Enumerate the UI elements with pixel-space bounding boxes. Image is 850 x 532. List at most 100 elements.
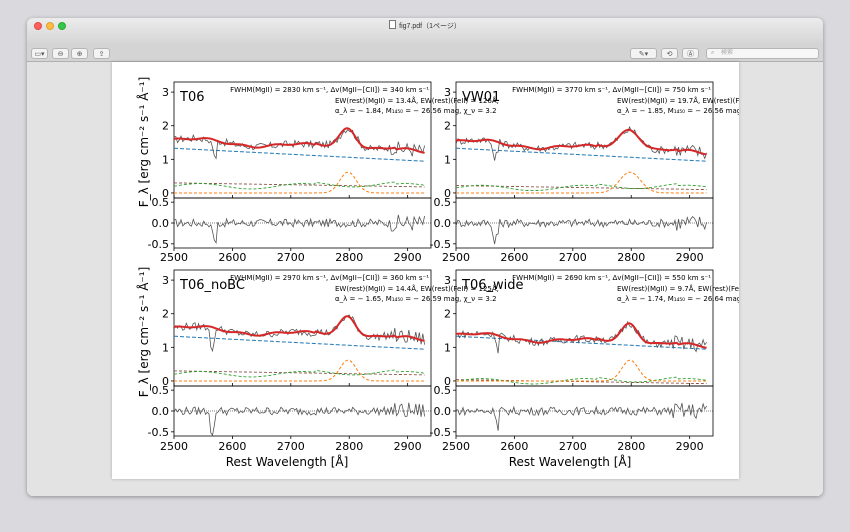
- residual-y-tick-label: -0.5: [430, 238, 451, 251]
- fit-summary-line-3: α_λ = − 1.74, M₁₄₅₀ = − 26.64 mag, χ_ν =…: [617, 295, 739, 303]
- minimize-window-button[interactable]: [46, 22, 54, 30]
- model-fit-line: [173, 127, 425, 154]
- sidebar-icon: ▭▾: [34, 51, 45, 58]
- y-tick-label: 0: [444, 375, 451, 388]
- y-tick-label: 1: [444, 153, 451, 166]
- panel-name: VW01: [462, 90, 500, 105]
- window-title-text: fig7.pdf（1ページ）: [399, 23, 461, 30]
- panel-name: T06_noBC: [179, 278, 245, 293]
- y-tick-label: 1: [444, 341, 451, 354]
- ylabel-bottom: F_λ [erg cm⁻² s⁻¹ Å⁻¹]: [136, 267, 151, 398]
- close-window-button[interactable]: [34, 22, 42, 30]
- balmer-continuum-line: [174, 182, 425, 188]
- fit-summary-line-3: α_λ = − 1.85, M₁₄₅₀ = − 26.56 mag, χ_ν =…: [617, 107, 739, 115]
- pdf-file-icon: [389, 20, 397, 29]
- y-tick-label: 1: [162, 153, 169, 166]
- residual-y-tick-label: 0.5: [434, 196, 452, 209]
- y-tick-label: 3: [444, 274, 451, 287]
- x-tick-label: 2900: [394, 251, 422, 264]
- x-tick-label: 2700: [277, 251, 305, 264]
- y-tick-label: 3: [444, 86, 451, 99]
- y-tick-label: 2: [444, 308, 451, 321]
- x-tick-label: 2800: [335, 251, 363, 264]
- observed-spectrum: [455, 320, 707, 354]
- share-button[interactable]: ⇪: [93, 48, 110, 59]
- fit-summary-line-3: α_λ = − 1.65, M₁₄₅₀ = − 26.59 mag, χ_ν =…: [335, 295, 497, 303]
- fit-summary-line-1: FWHM(MgII) = 2970 km s⁻¹, Δv(MgII−[CII])…: [230, 274, 429, 282]
- ylabel-top: F_λ [erg cm⁻² s⁻¹ Å⁻¹]: [136, 77, 151, 208]
- x-tick-label: 2500: [160, 251, 188, 264]
- zoom-in-icon: ⊕: [76, 51, 83, 58]
- x-tick-label: 2800: [335, 440, 363, 453]
- x-tick-label: 2700: [277, 440, 305, 453]
- residual-y-tick-label: 0.0: [434, 405, 452, 418]
- feii-template-line: [173, 181, 425, 190]
- feii-template-line: [173, 369, 425, 378]
- residual-spectrum: [173, 402, 425, 437]
- panel-name: T06: [179, 90, 204, 105]
- annotate-icon: Ⓐ: [687, 51, 694, 58]
- x-tick-label: 2800: [617, 251, 645, 264]
- fit-summary-line-3: α_λ = − 1.84, M₁₄₅₀ = − 26.56 mag, χ_ν =…: [335, 107, 497, 115]
- zoom-out-button[interactable]: ⊖: [52, 48, 69, 59]
- rotate-icon: ⟲: [666, 51, 673, 58]
- panel-name: T06_wide: [461, 278, 523, 293]
- balmer-continuum-line: [174, 370, 425, 376]
- x-tick-label: 2900: [676, 440, 704, 453]
- x-tick-label: 2500: [442, 251, 470, 264]
- fit-summary-line-2: EW(rest)(MgII) = 9.7Å, EW(rest)(FeII) = …: [617, 284, 739, 293]
- x-tick-label: 2500: [442, 440, 470, 453]
- fit-summary-line-1: FWHM(MgII) = 2830 km s⁻¹, Δv(MgII−[CII])…: [230, 86, 429, 94]
- rotate-button[interactable]: ⟲: [661, 48, 678, 59]
- continuum-line: [173, 335, 425, 350]
- y-tick-label: 3: [162, 274, 169, 287]
- residual-spectrum: [455, 402, 707, 431]
- mgii-line-profile: [174, 359, 425, 382]
- x-tick-label: 2600: [500, 251, 528, 264]
- fit-summary-line-2: EW(rest)(MgII) = 13.4Å, EW(rest)(FeII) =…: [335, 96, 499, 105]
- residual-spectrum: [173, 214, 425, 244]
- search-icon: ⌕: [711, 50, 715, 56]
- residual-y-tick-label: -0.5: [148, 426, 169, 439]
- residual-spectrum: [455, 216, 707, 245]
- search-placeholder: 検索: [721, 50, 734, 56]
- zoom-window-button[interactable]: [58, 22, 66, 30]
- y-tick-label: 2: [162, 120, 169, 133]
- markup-button[interactable]: ✎▾: [630, 48, 657, 59]
- model-fit-line: [173, 315, 425, 342]
- xlabel-right: Rest Wavelength [Å]: [509, 454, 632, 469]
- sidebar-toggle-button[interactable]: ▭▾: [31, 48, 48, 59]
- annotate-button[interactable]: Ⓐ: [682, 48, 699, 59]
- y-tick-label: 2: [444, 120, 451, 133]
- y-tick-label: 3: [162, 86, 169, 99]
- residual-y-tick-label: 0.0: [152, 217, 170, 230]
- x-tick-label: 2600: [218, 440, 246, 453]
- search-input[interactable]: ⌕ 検索: [706, 48, 819, 59]
- share-icon: ⇪: [98, 51, 105, 58]
- balmer-continuum-line: [456, 379, 707, 385]
- y-tick-label: 0: [162, 375, 169, 388]
- title-bar: fig7.pdf（1ページ）: [27, 18, 823, 44]
- fit-summary-line-1: FWHM(MgII) = 2690 km s⁻¹, Δv(MgII−[CII])…: [512, 274, 711, 282]
- x-tick-label: 2700: [559, 251, 587, 264]
- zoom-out-icon: ⊖: [57, 51, 64, 58]
- x-tick-label: 2500: [160, 440, 188, 453]
- residual-y-tick-label: 0.0: [434, 217, 452, 230]
- model-fit-line: [455, 322, 707, 349]
- residual-y-tick-label: 0.5: [434, 384, 452, 397]
- x-tick-label: 2700: [559, 440, 587, 453]
- window-title: fig7.pdf（1ページ）: [27, 20, 823, 31]
- zoom-in-button[interactable]: ⊕: [71, 48, 88, 59]
- y-tick-label: 2: [162, 308, 169, 321]
- feii-template-line: [455, 183, 707, 192]
- mgii-line-profile: [174, 171, 425, 194]
- pdf-page: F_λ [erg cm⁻² s⁻¹ Å⁻¹] F_λ [erg cm⁻² s⁻¹…: [112, 62, 781, 479]
- model-fit-line: [455, 128, 707, 156]
- residual-y-tick-label: 0.0: [152, 405, 170, 418]
- residual-y-tick-label: -0.5: [148, 238, 169, 251]
- spectra-figure: F_λ [erg cm⁻² s⁻¹ Å⁻¹] F_λ [erg cm⁻² s⁻¹…: [136, 77, 781, 469]
